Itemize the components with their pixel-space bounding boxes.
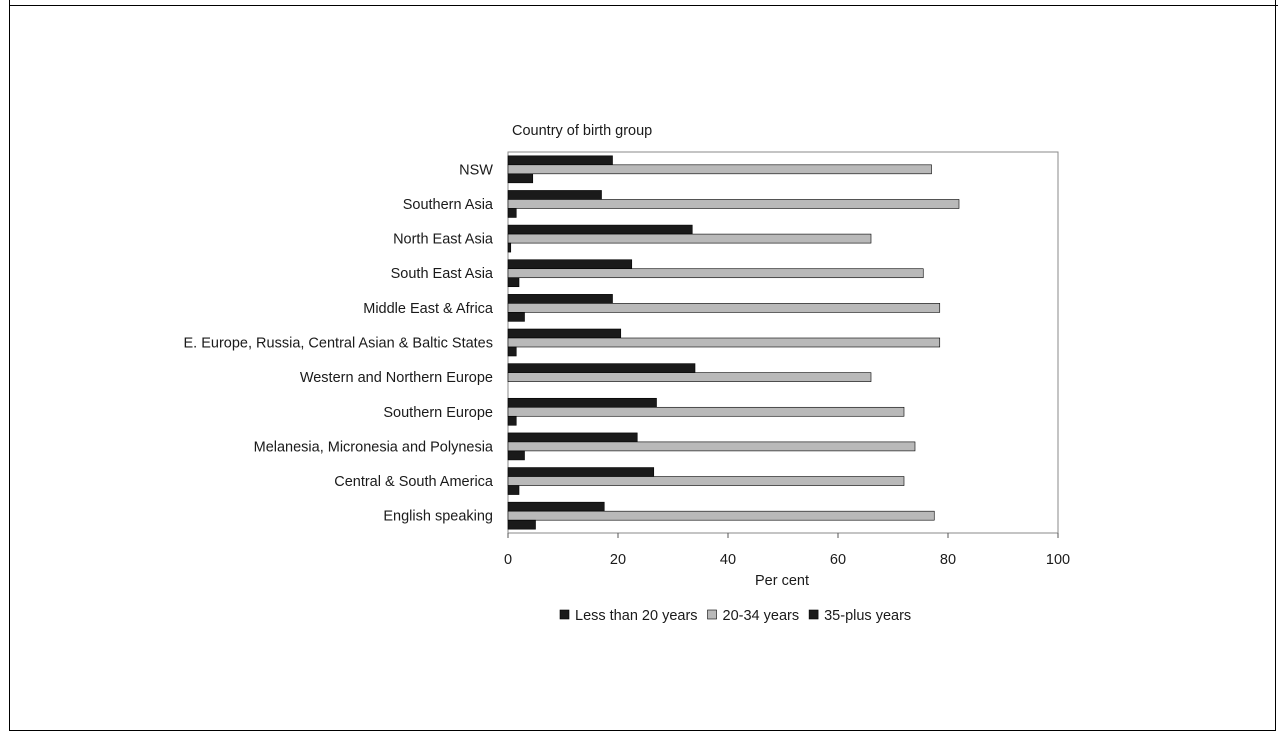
category-label: Melanesia, Micronesia and Polynesia (254, 439, 494, 455)
category-label: Central & South America (334, 474, 494, 490)
x-tick-label: 0 (504, 552, 512, 568)
legend-label: 20-34 years (723, 608, 800, 624)
category-label: Middle East & Africa (363, 301, 494, 317)
bar (507, 199, 960, 209)
bar (507, 259, 633, 270)
bar (507, 441, 916, 452)
top-rule (9, 5, 1278, 6)
bar (507, 501, 605, 512)
bar (507, 397, 657, 408)
x-tick-label: 100 (1046, 552, 1070, 568)
bar (507, 406, 905, 417)
bar (507, 277, 520, 288)
legend-swatch (808, 609, 819, 620)
bar (507, 337, 941, 348)
bar (507, 303, 941, 313)
category-label: E. Europe, Russia, Central Asian & Balti… (184, 336, 493, 352)
category-label: North East Asia (393, 232, 494, 248)
bar (507, 268, 924, 279)
bar (507, 415, 517, 426)
x-tick-label: 60 (830, 552, 846, 568)
bar (507, 372, 872, 382)
category-label: Western and Northern Europe (300, 370, 493, 386)
bar (507, 328, 622, 339)
bar (507, 312, 525, 322)
bar (507, 519, 536, 530)
bar (507, 190, 602, 200)
category-label: English speaking (383, 509, 493, 525)
bar (507, 476, 905, 486)
bar (507, 432, 638, 443)
bar (507, 224, 693, 235)
x-tick-label: 40 (720, 552, 736, 568)
bar (507, 173, 534, 184)
legend-label: Less than 20 years (575, 608, 698, 624)
bar (507, 485, 520, 495)
category-label: South East Asia (391, 266, 494, 282)
legend: Less than 20 years 20-34 years 35-plus yea… (559, 608, 911, 624)
category-label: Southern Europe (383, 405, 493, 421)
bar (507, 467, 655, 477)
bar (507, 164, 932, 175)
category-label: NSW (459, 162, 493, 178)
bar (507, 510, 935, 521)
category-label: Southern Asia (403, 197, 494, 213)
bar (507, 450, 525, 461)
x-axis-label: Per cent (755, 573, 809, 589)
bar (507, 155, 613, 166)
legend-swatch (707, 609, 717, 620)
bar (507, 294, 613, 304)
chart-title: Country of birth group (512, 123, 652, 139)
x-tick-label: 80 (940, 552, 956, 568)
x-tick-label: 20 (610, 552, 626, 568)
bar (507, 242, 512, 253)
bar (507, 346, 517, 357)
legend-label: 35-plus years (824, 608, 911, 624)
bar (507, 208, 517, 218)
legend-swatch (559, 609, 570, 620)
bar (507, 363, 696, 373)
bar (507, 233, 872, 244)
